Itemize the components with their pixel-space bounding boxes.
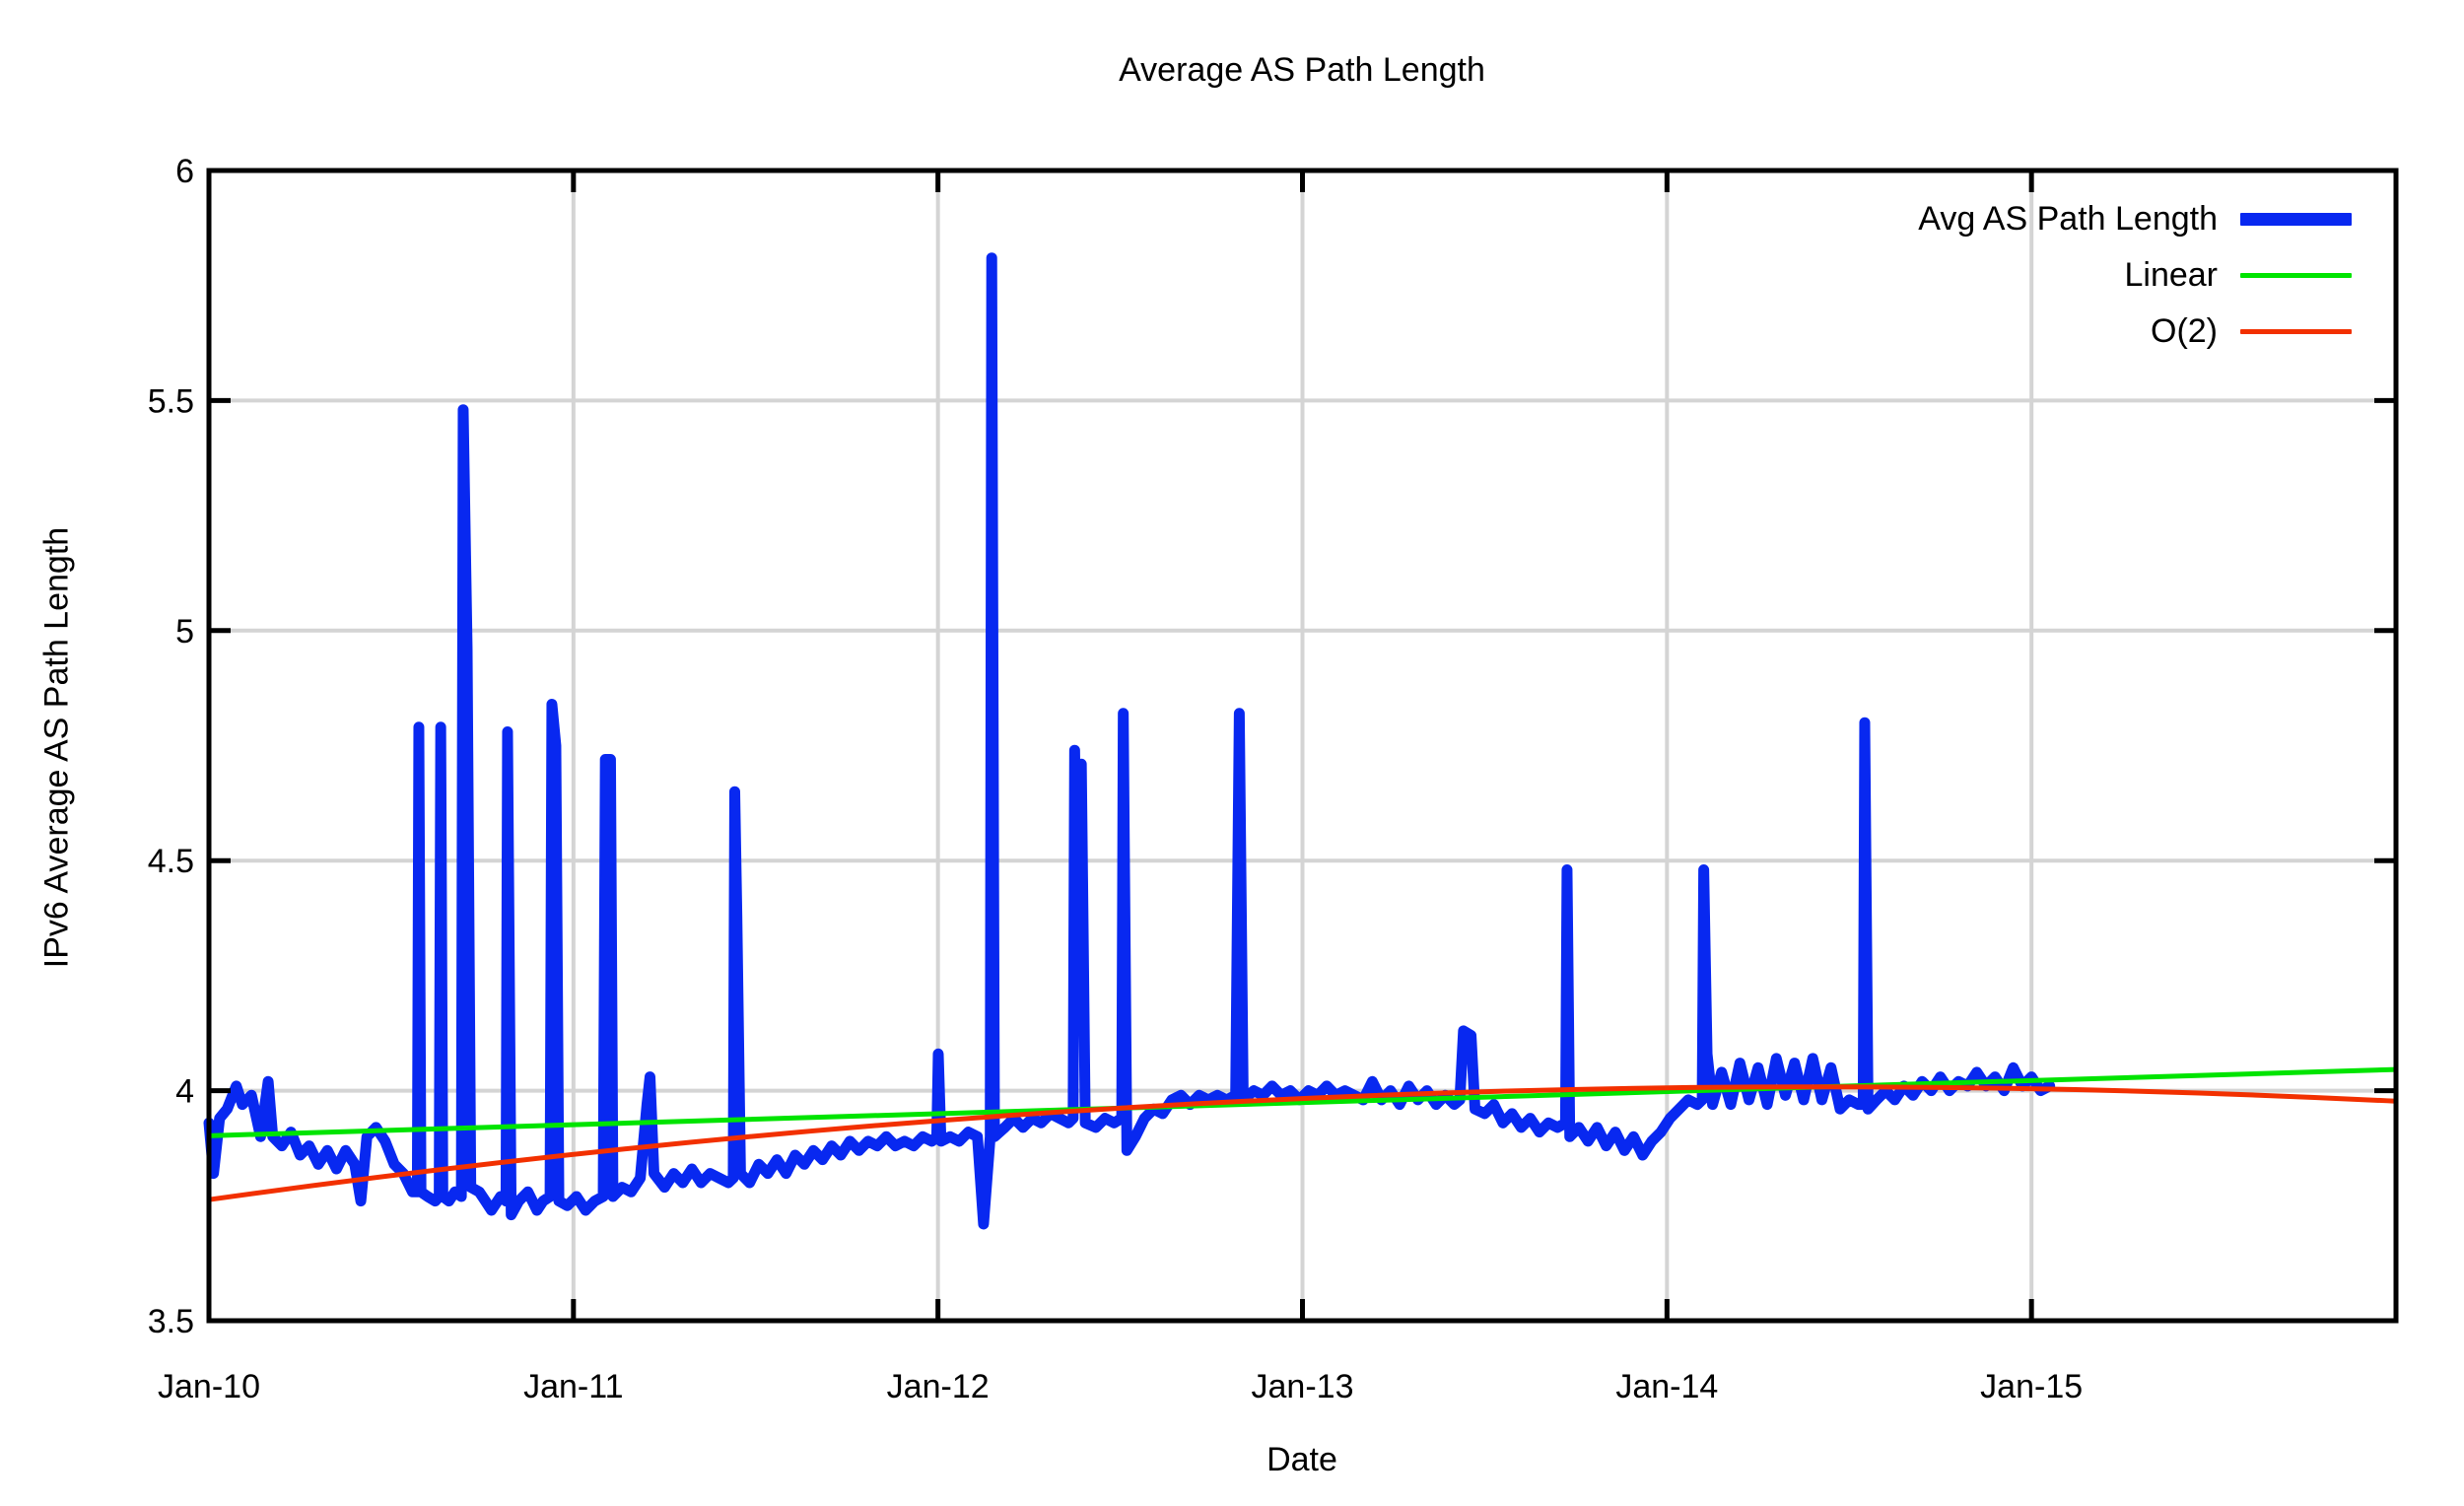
y-tick-label: 3.5 [148,1303,194,1340]
x-tick-label: Jan-11 [523,1368,623,1405]
legend-item-1: Linear [1918,247,2352,304]
y-tick-label: 6 [175,153,194,190]
legend-item-2: O(2) [1918,304,2352,360]
legend-line-sample [2240,329,2352,334]
legend-label: O(2) [2151,312,2218,350]
y-tick-label: 4 [175,1073,194,1111]
x-tick-label: Jan-14 [1615,1368,1718,1405]
x-tick-label: Jan-12 [887,1368,990,1405]
x-tick-label: Jan-13 [1252,1368,1354,1405]
legend-line-sample [2240,213,2352,226]
legend-label: Linear [2124,256,2218,294]
linear-fit-series [208,1066,2397,1138]
y-tick-label: 5 [175,613,194,650]
legend-item-0: Avg AS Path Length [1918,191,2352,247]
avg-as-path-series [203,252,2056,1230]
x-tick-label: Jan-10 [158,1368,260,1405]
x-tick-label: Jan-15 [1980,1368,2083,1405]
legend-line-sample [2240,273,2352,278]
y-tick-label: 5.5 [148,382,194,420]
chart-title: Average AS Path Length [1119,51,1485,89]
o2-fit-series [208,1084,2397,1202]
y-axis-label: IPv6 Average AS Path Length [37,526,76,969]
y-tick-label: 4.5 [148,843,194,880]
x-axis-label: Date [1266,1441,1337,1478]
legend-label: Avg AS Path Length [1918,200,2218,238]
legend: Avg AS Path Length Linear O(2) [1918,191,2352,360]
